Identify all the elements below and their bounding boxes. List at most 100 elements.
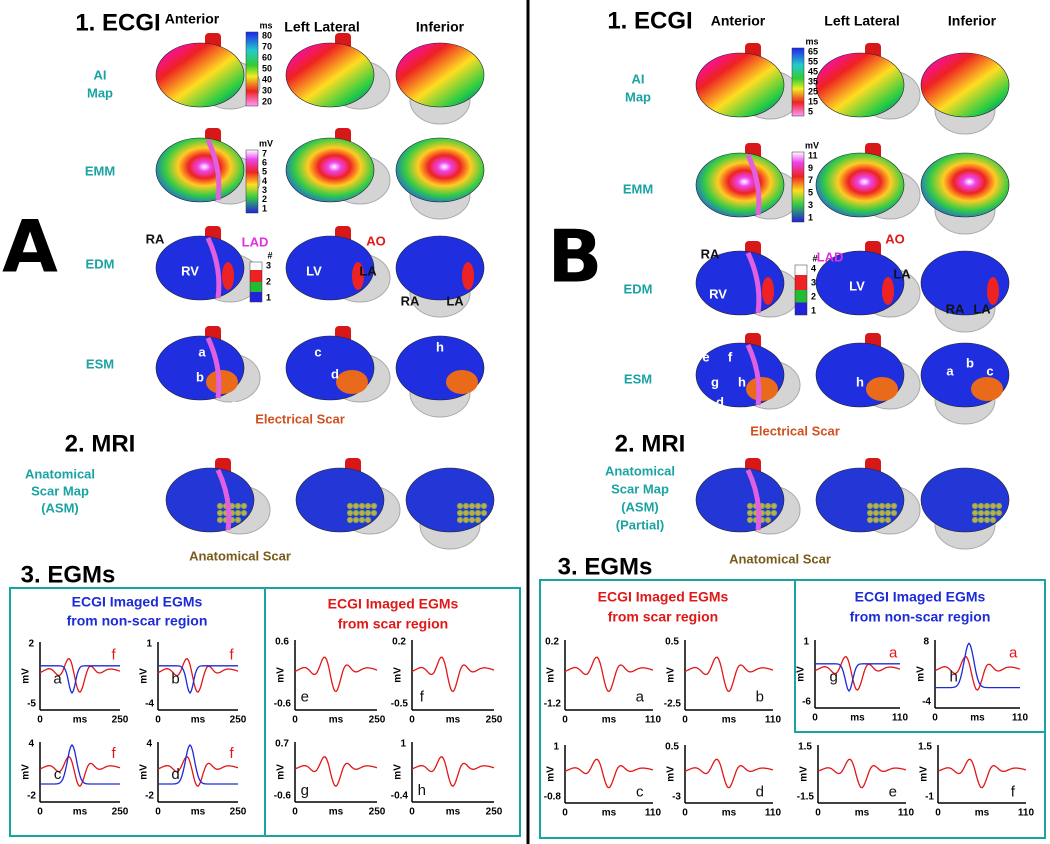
anatomy-label: LA	[973, 301, 991, 316]
y-tick-label: -0.6	[274, 699, 292, 710]
x-tick-label: 0	[155, 807, 161, 818]
y-tick-label: 1	[553, 742, 559, 753]
row-label: Anatomical	[605, 463, 675, 478]
view-label: Anterior	[711, 13, 766, 29]
region-label: a	[946, 363, 954, 378]
scar-dot	[474, 509, 482, 517]
scar-patch	[971, 377, 1003, 401]
scar-dot	[770, 502, 778, 510]
y-axis-label: mV	[546, 667, 557, 683]
heart-ventricle	[395, 137, 485, 203]
heart-ventricle	[155, 42, 245, 108]
egm-trace	[684, 656, 774, 693]
scar-dot	[364, 516, 372, 524]
scar-caption: Electrical Scar	[255, 411, 345, 426]
scar-dot	[989, 502, 997, 510]
region-label: b	[966, 355, 974, 370]
scar-caption: Anatomical Scar	[729, 551, 831, 566]
colorbar-label: 35	[808, 76, 818, 86]
x-axis-label: ms	[446, 807, 461, 818]
x-axis-label: ms	[73, 715, 88, 726]
heart-ventricle	[920, 152, 1010, 218]
scar-patch	[882, 277, 894, 305]
scar-dot	[746, 502, 754, 510]
row-label: Anatomical	[25, 466, 95, 481]
x-tick-label: 110	[645, 808, 662, 819]
egm-trace	[935, 642, 1020, 689]
region-label: f	[728, 349, 733, 364]
scar-caption: Anatomical Scar	[189, 548, 291, 563]
y-tick-label: 0.5	[665, 742, 679, 753]
section-title: 3. EGMs	[558, 553, 653, 580]
trace-label: a	[636, 688, 645, 705]
region-label: a	[198, 344, 206, 359]
y-tick-label: -2	[27, 791, 36, 802]
anatomy-label: RV	[181, 263, 199, 278]
x-tick-label: 0	[292, 807, 298, 818]
group-title: from non-scar region	[850, 609, 991, 625]
y-axis-label: mV	[393, 764, 404, 780]
x-tick-label: 110	[898, 808, 915, 819]
scar-dot	[872, 509, 880, 517]
heart-ventricle	[285, 137, 375, 203]
heart-ventricle	[695, 152, 785, 218]
x-axis-label: ms	[722, 715, 737, 726]
colorbar-label: 45	[808, 66, 818, 76]
x-axis-label: ms	[191, 807, 206, 818]
scar-dot	[358, 509, 366, 517]
colorbar-label: 30	[262, 85, 272, 95]
row-label: AI	[632, 71, 645, 86]
x-axis-label: ms	[602, 715, 617, 726]
section-title: 2. MRI	[65, 430, 136, 457]
colorbar-label: 15	[808, 96, 818, 106]
scar-dot	[462, 509, 470, 517]
y-axis-label: mV	[666, 667, 677, 683]
view-label: Left Lateral	[824, 13, 899, 29]
y-tick-label: -1	[925, 792, 934, 803]
trace-label: d	[756, 784, 764, 801]
view-label: Anterior	[165, 11, 220, 27]
colorbar-unit: mV	[805, 140, 819, 150]
group-title: ECGI Imaged EGMs	[855, 589, 986, 605]
colorbar-label: 3	[266, 260, 271, 270]
y-tick-label: 4	[28, 739, 34, 750]
y-axis-label: mV	[21, 668, 32, 684]
heart-ventricle	[815, 152, 905, 218]
scar-patch	[987, 277, 999, 305]
x-axis-label: ms	[975, 808, 990, 819]
x-tick-label: 0	[932, 713, 938, 724]
row-label: AI	[94, 67, 107, 82]
region-label: d	[716, 394, 724, 409]
colorbar-label: 5	[262, 167, 267, 177]
anatomy-label: RA	[946, 301, 965, 316]
egm-trace	[937, 758, 1027, 789]
scar-dot	[977, 502, 985, 510]
lad	[205, 236, 222, 299]
egm-trace	[411, 656, 495, 693]
scar-dot	[971, 516, 979, 524]
lad	[205, 336, 222, 399]
scar-dot	[884, 502, 892, 510]
egm-trace	[815, 663, 900, 693]
egm-trace	[157, 657, 239, 693]
lad	[745, 343, 762, 406]
row-label: (ASM)	[621, 499, 659, 514]
egm-trace	[814, 655, 901, 691]
region-label: h	[738, 374, 746, 389]
scar-dot	[352, 509, 360, 517]
row-label: EMM	[85, 163, 115, 178]
group-title: from scar region	[608, 609, 718, 625]
y-tick-label: 1.5	[918, 742, 932, 753]
x-axis-label: ms	[855, 808, 870, 819]
x-axis-label: ms	[850, 713, 865, 724]
scar-dot	[456, 509, 464, 517]
colorbar-label: 60	[262, 52, 272, 62]
scar-dot	[346, 502, 354, 510]
trace-label: c	[54, 766, 62, 783]
scar-dot	[216, 516, 224, 524]
scar-dot	[468, 509, 476, 517]
lad	[215, 468, 232, 531]
scar-dot	[995, 502, 1003, 510]
x-tick-label: 250	[486, 807, 503, 818]
egm-trace	[564, 656, 654, 693]
